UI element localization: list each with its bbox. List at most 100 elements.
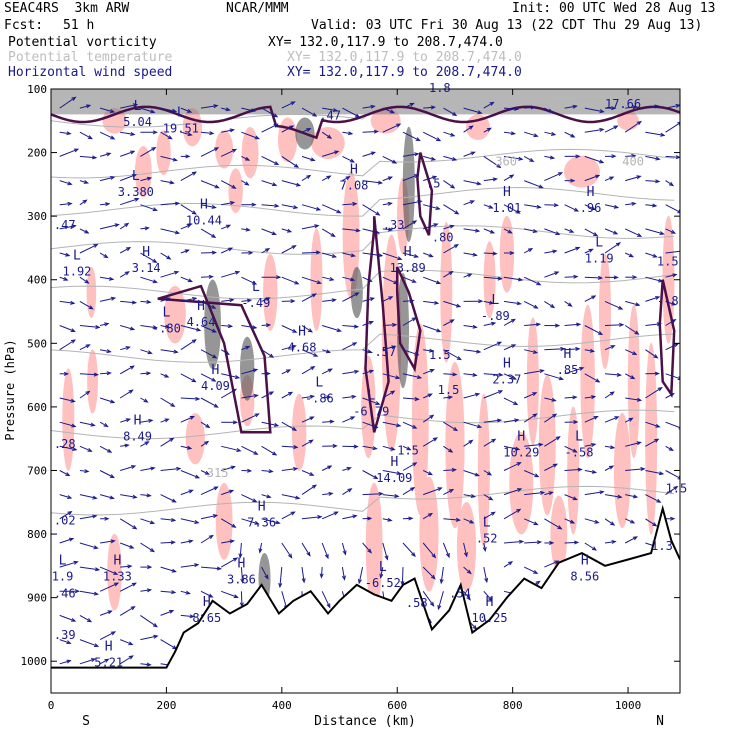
wind-arrowhead	[110, 539, 116, 544]
wind-vector	[160, 437, 174, 447]
wind-vector	[503, 107, 519, 110]
wind-arrowhead	[538, 184, 544, 189]
pv-positive-shading	[440, 222, 453, 363]
wind-vector	[99, 494, 114, 499]
wind-vector	[362, 397, 380, 405]
wind-arrowhead	[653, 354, 659, 359]
wind-arrowhead	[474, 228, 481, 233]
wind-vector	[241, 299, 251, 302]
wind-arrowhead	[355, 228, 361, 233]
wind-arrowhead	[274, 161, 280, 166]
wind-arrowhead	[187, 278, 193, 283]
wind-arrowhead	[569, 229, 575, 233]
wind-vector	[281, 391, 293, 399]
wind-vector	[423, 276, 441, 284]
pv-positive-shading	[365, 482, 383, 611]
wind-vector	[220, 247, 233, 254]
pv-positive-shading	[550, 495, 568, 573]
pv-high-shading	[240, 336, 255, 401]
wind-vector	[59, 445, 77, 451]
field-pv-xy: XY= 132.0,117.9 to 208.7,474.0	[268, 35, 503, 50]
wind-arrowhead	[276, 275, 282, 280]
wind-arrowhead	[573, 420, 579, 425]
wind-arrowhead	[533, 521, 539, 526]
wind-vector	[423, 252, 433, 258]
wind-arrowhead	[244, 156, 251, 161]
wind-arrowhead	[515, 209, 521, 214]
wind-arrowhead	[151, 146, 157, 152]
wind-arrowhead	[186, 108, 193, 113]
wind-vector	[180, 249, 189, 254]
extremum-marker: H	[298, 325, 306, 340]
wind-vector	[342, 515, 357, 520]
contour-value-label: .5	[426, 177, 440, 191]
pv-positive-shading	[419, 476, 439, 592]
wind-vector	[342, 228, 360, 232]
wind-vector	[382, 470, 401, 475]
wind-vector	[665, 180, 674, 186]
wind-vector	[463, 125, 473, 133]
wind-vector	[544, 397, 556, 402]
wind-arrowhead	[293, 205, 299, 210]
wind-vector	[584, 248, 593, 254]
wind-arrowhead	[275, 520, 281, 525]
wind-arrowhead	[92, 495, 98, 500]
wind-vector	[523, 413, 537, 423]
wind-vector	[241, 413, 259, 423]
wind-vector	[200, 252, 216, 254]
extremum-marker: H	[200, 198, 208, 213]
wind-vector	[119, 655, 134, 665]
extremum-marker: L	[367, 388, 375, 403]
wind-arrowhead	[617, 494, 623, 499]
wind-vector	[220, 557, 238, 568]
wind-vector	[483, 494, 493, 501]
wind-arrowhead	[374, 230, 381, 234]
wind-arrowhead	[412, 220, 418, 225]
field-theta-xy: XY= 132.0,117.9 to 208.7,474.0	[287, 50, 522, 65]
wind-arrowhead	[454, 210, 460, 215]
wind-vector	[604, 228, 618, 235]
wind-vector	[320, 567, 323, 578]
wind-arrowhead	[258, 548, 263, 554]
wind-vector	[120, 418, 130, 423]
wind-vector	[382, 228, 393, 231]
wind-arrowhead	[496, 418, 503, 423]
wind-vector	[241, 325, 257, 329]
wind-vector	[200, 147, 219, 157]
wind-arrowhead	[576, 322, 582, 327]
wind-arrowhead	[655, 296, 661, 300]
wind-arrowhead	[204, 440, 210, 446]
wind-vector	[443, 445, 453, 453]
wind-vector	[544, 518, 562, 530]
wind-vector	[463, 349, 481, 353]
wind-vector	[160, 610, 174, 616]
wind-vector	[119, 389, 133, 399]
wind-vector	[665, 486, 678, 496]
wind-arrowhead	[291, 344, 297, 349]
wind-vector	[59, 276, 68, 281]
wind-vector	[160, 518, 176, 521]
wind-vector	[402, 517, 413, 520]
contour-value-label: .33	[383, 218, 405, 232]
extremum-value: 8.49	[123, 430, 152, 444]
wind-vector	[503, 508, 521, 520]
wind-vector	[301, 516, 322, 520]
wind-arrowhead	[614, 416, 620, 421]
extremum-marker: H	[503, 356, 511, 371]
pv-contour-tropopause	[51, 105, 680, 140]
wind-arrowhead	[671, 319, 677, 324]
wind-arrowhead	[514, 418, 520, 423]
extremum-marker: L	[483, 515, 491, 530]
wind-vector	[281, 125, 294, 133]
wind-arrowhead	[518, 156, 524, 161]
wind-vector	[59, 421, 76, 427]
extremum-marker: L	[177, 105, 185, 120]
wind-arrowhead	[353, 444, 359, 449]
wind-vector	[604, 445, 615, 449]
wind-vector	[99, 176, 115, 182]
wind-arrowhead	[173, 349, 179, 354]
wind-vector	[261, 297, 270, 302]
extremum-marker: L	[379, 560, 387, 575]
wind-vector	[79, 104, 91, 109]
wind-vector	[402, 397, 419, 400]
